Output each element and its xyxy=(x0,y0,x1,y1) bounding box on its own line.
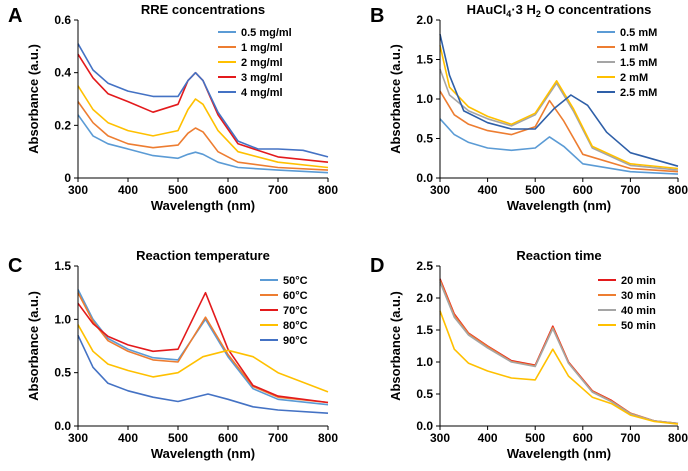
y-axis-label: Absorbance (a.u.) xyxy=(26,291,41,401)
x-tick-label: 400 xyxy=(118,183,138,197)
y-axis-label: Absorbance (a.u.) xyxy=(26,44,41,154)
x-tick-label: 600 xyxy=(573,183,593,197)
legend-entry: 20 min xyxy=(621,275,656,287)
legend-entry: 1 mg/ml xyxy=(241,42,283,54)
x-tick-label: 300 xyxy=(68,183,88,197)
series-line-3 xyxy=(77,85,329,169)
x-tick-label: 300 xyxy=(430,183,450,197)
y-tick-label: 1.0 xyxy=(416,92,433,106)
x-tick-label: 500 xyxy=(168,431,188,445)
y-tick-label: 0.6 xyxy=(54,13,71,27)
legend-entry: 0.5 mM xyxy=(620,27,657,39)
series-line-5 xyxy=(439,34,679,167)
legend-entry: 3 mg/ml xyxy=(241,72,283,84)
y-tick-label: 1.5 xyxy=(54,259,71,273)
legend-entry: 40 min xyxy=(621,305,656,317)
x-tick-label: 700 xyxy=(620,431,640,445)
panel-title: Reaction temperature xyxy=(136,248,270,263)
legend-entry: 2 mg/ml xyxy=(241,57,283,69)
legend-entry: 1.5 mM xyxy=(620,57,657,69)
y-tick-label: 0.5 xyxy=(416,132,433,146)
legend-entry: 30 min xyxy=(621,290,656,302)
series-line-5 xyxy=(77,334,329,414)
x-tick-label: 700 xyxy=(268,431,288,445)
series-line-4 xyxy=(77,324,329,393)
y-tick-label: 2.0 xyxy=(416,13,433,27)
series-line-3 xyxy=(77,291,329,404)
legend-entry: 50°C xyxy=(283,275,308,287)
x-axis-label: Wavelength (nm) xyxy=(507,198,611,213)
legend-entry: 2.5 mM xyxy=(620,87,657,99)
x-tick-label: 500 xyxy=(525,183,545,197)
x-tick-label: 500 xyxy=(168,183,188,197)
legend-entry: 60°C xyxy=(283,290,308,302)
x-axis-label: Wavelength (nm) xyxy=(507,446,611,461)
y-tick-label: 0.5 xyxy=(416,387,433,401)
y-tick-label: 1.5 xyxy=(416,323,433,337)
series-line-5 xyxy=(77,43,329,158)
x-tick-label: 800 xyxy=(668,183,688,197)
panel-label: C xyxy=(8,255,22,277)
x-tick-label: 300 xyxy=(430,431,450,445)
panel-b: B HAuCl4·3 H2 O concentrations 300 400 500 60… xyxy=(370,2,688,213)
legend-entry: 1 mM xyxy=(620,42,648,54)
series-line-2 xyxy=(77,101,329,171)
panel-label: D xyxy=(370,255,384,277)
y-tick-label: 0.0 xyxy=(416,419,433,433)
panel-label: A xyxy=(8,5,22,27)
x-tick-label: 400 xyxy=(478,431,498,445)
y-tick-label: 0.2 xyxy=(54,118,71,132)
y-tick-label: 2.0 xyxy=(416,291,433,305)
y-tick-label: 0 xyxy=(64,171,71,185)
x-axis-label: Wavelength (nm) xyxy=(151,198,255,213)
legend-entry: 70°C xyxy=(283,305,308,317)
y-tick-label: 2.5 xyxy=(416,259,433,273)
x-tick-label: 700 xyxy=(620,183,640,197)
x-tick-label: 700 xyxy=(268,183,288,197)
series-line-4 xyxy=(439,45,679,170)
x-tick-label: 400 xyxy=(118,431,138,445)
y-tick-label: 0.4 xyxy=(54,66,71,80)
y-tick-label: 0.5 xyxy=(54,366,71,380)
x-tick-label: 800 xyxy=(318,431,338,445)
legend-entry: 90°C xyxy=(283,335,308,347)
series-line-3 xyxy=(439,281,679,425)
series-line-1 xyxy=(77,114,329,174)
series-line-1 xyxy=(439,118,679,175)
x-tick-label: 600 xyxy=(218,431,238,445)
panel-label: B xyxy=(370,5,384,27)
x-tick-label: 800 xyxy=(318,183,338,197)
panel-title: HAuCl4·3 H2 O concentrations xyxy=(467,2,652,19)
legend-entry: 0.5 mg/ml xyxy=(241,27,292,39)
panel-title: Reaction time xyxy=(516,248,601,263)
x-tick-label: 300 xyxy=(68,431,88,445)
y-tick-label: 0.0 xyxy=(416,171,433,185)
x-tick-label: 800 xyxy=(668,431,688,445)
series-line-2 xyxy=(77,292,329,404)
x-tick-label: 500 xyxy=(525,431,545,445)
panel-d: D Reaction time 300 400 500 600 700 800 0.0 0.5 1.… xyxy=(370,248,688,461)
panel-title: RRE concentrations xyxy=(141,2,265,17)
legend-entry: 80°C xyxy=(283,320,308,332)
x-axis-label: Wavelength (nm) xyxy=(151,446,255,461)
legend-entry: 50 min xyxy=(621,320,656,332)
y-tick-label: 1.0 xyxy=(416,355,433,369)
x-tick-label: 600 xyxy=(573,431,593,445)
y-axis-label: Absorbance (a.u.) xyxy=(388,291,403,401)
y-tick-label: 1.5 xyxy=(416,53,433,67)
y-tick-label: 1.0 xyxy=(54,312,71,326)
y-axis-label: Absorbance (a.u.) xyxy=(388,44,403,154)
legend-entry: 2 mM xyxy=(620,72,648,84)
x-tick-label: 600 xyxy=(218,183,238,197)
y-tick-label: 0.0 xyxy=(54,419,71,433)
x-tick-label: 400 xyxy=(478,183,498,197)
panel-c: C Reaction temperature 300 400 500 600 700 800 0… xyxy=(8,248,338,461)
series-line-4 xyxy=(439,310,679,425)
legend-entry: 4 mg/ml xyxy=(241,87,283,99)
panel-a: A RRE concentrations 300 400 500 600 700 800 0 0.… xyxy=(8,2,338,213)
series-line-2 xyxy=(439,90,679,173)
